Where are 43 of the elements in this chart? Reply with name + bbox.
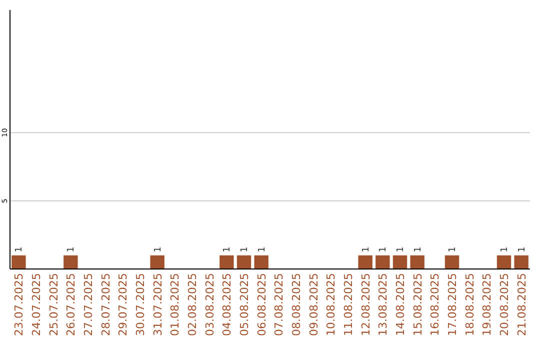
data-label: 1 (361, 246, 372, 252)
x-tick-label: 27.07.2025 (82, 273, 95, 336)
x-tick-label: 11.08.2025 (342, 273, 355, 336)
x-tick-label: 15.08.2025 (411, 273, 424, 336)
x-tick-label: 06.08.2025 (255, 273, 268, 336)
x-tick-label: 05.08.2025 (238, 273, 251, 336)
data-label: 1 (378, 246, 389, 252)
data-label: 1 (153, 246, 164, 252)
x-tick-label: 17.08.2025 (446, 273, 459, 336)
x-tick-label: 12.08.2025 (359, 273, 372, 336)
data-label: 1 (222, 246, 233, 252)
x-tick-label: 25.07.2025 (47, 273, 60, 336)
x-tick-label: 01.08.2025 (168, 273, 182, 336)
x-tick-label: 20.08.2025 (498, 273, 511, 336)
x-tick-label: 03.08.2025 (203, 273, 216, 336)
x-tick-label: 31.07.2025 (151, 273, 164, 336)
x-tick-label: 14.08.2025 (394, 273, 407, 336)
x-tick-label: 02.08.2025 (186, 273, 199, 336)
x-tick-label: 13.08.2025 (376, 273, 390, 336)
x-tick-label: 24.07.2025 (30, 273, 43, 336)
x-tick-label: 30.07.2025 (134, 273, 147, 336)
data-label: 1 (396, 246, 406, 252)
x-tick-label: 18.08.2025 (463, 273, 476, 336)
data-label: 1 (448, 246, 458, 252)
data-label: 1 (14, 246, 25, 252)
x-tick-label: 07.08.2025 (272, 273, 286, 336)
x-tick-label: 09.08.2025 (307, 273, 320, 336)
data-label: 1 (66, 246, 77, 252)
x-tick-label: 10.08.2025 (324, 273, 338, 336)
data-label: 1 (257, 246, 268, 252)
x-tick-label: 26.07.2025 (64, 273, 78, 336)
x-tick-label: 21.08.2025 (515, 273, 528, 336)
data-label: 1 (413, 246, 424, 252)
x-tick-label: 23.07.2025 (12, 273, 26, 336)
x-tick-label: 29.07.2025 (116, 273, 130, 336)
data-label: 1 (240, 246, 250, 252)
x-tick-label: 08.08.2025 (290, 273, 303, 336)
x-tick-label: 16.08.2025 (428, 273, 442, 336)
data-label: 1 (517, 246, 528, 252)
x-tick-label: 19.08.2025 (480, 273, 494, 336)
data-label: 1 (500, 246, 510, 252)
x-tick-label: 04.08.2025 (220, 273, 234, 336)
x-tick-label: 28.07.2025 (99, 273, 112, 336)
